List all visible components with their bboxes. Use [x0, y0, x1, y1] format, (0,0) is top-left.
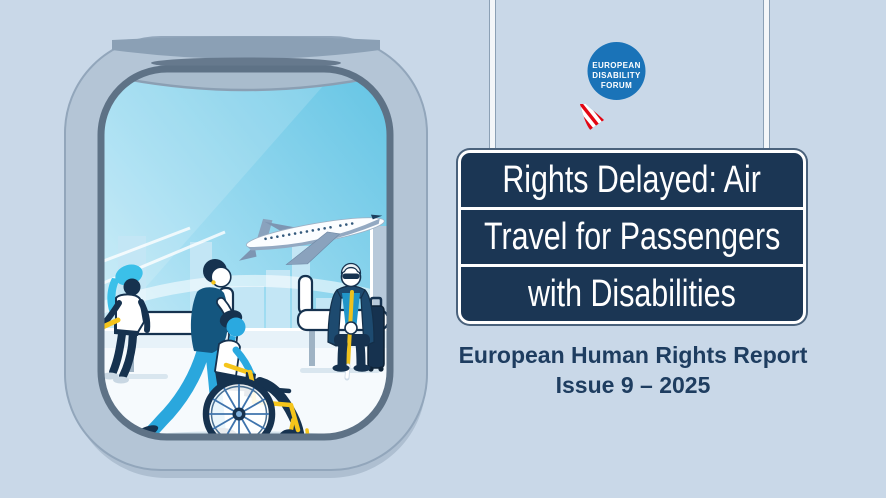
window-shade — [101, 69, 390, 92]
window-shade-top — [112, 36, 380, 69]
sunglasses — [342, 273, 360, 279]
folded-cane — [101, 317, 121, 335]
window-inner-ring — [97, 65, 394, 441]
wall-band — [101, 331, 390, 348]
airplane-icon — [238, 214, 385, 265]
title-line-3: with Disabilities — [461, 264, 803, 321]
sign-pole-left — [489, 0, 496, 153]
title-text-1: Rights Delayed: Air — [502, 159, 762, 201]
subtitle-line-2: Issue 9 – 2025 — [555, 372, 711, 398]
attendant-face — [210, 266, 232, 288]
wall-rail — [101, 328, 390, 331]
passenger-face — [226, 317, 246, 337]
sign-pole-right — [763, 0, 770, 153]
airplane-window-illustration — [64, 36, 428, 478]
report-subtitle: European Human Rights Report Issue 9 – 2… — [441, 340, 825, 400]
title-text-3: with Disabilities — [528, 273, 736, 315]
title-sign: Rights Delayed: Air Travel for Passenger… — [458, 150, 806, 324]
title-line-2: Travel for Passengers — [461, 207, 803, 264]
hearing-aid — [211, 280, 216, 285]
title-line-1: Rights Delayed: Air — [461, 153, 803, 207]
logo-line-3: FORUM — [601, 81, 632, 90]
subtitle-line-1: European Human Rights Report — [458, 342, 808, 368]
glass-reflection — [101, 69, 338, 338]
logo-line-1: EUROPEAN — [592, 61, 641, 70]
column-highlight — [370, 226, 373, 348]
title-text-2: Travel for Passengers — [483, 216, 781, 258]
seated-woman — [101, 264, 151, 384]
edf-logo: EUROPEAN DISABILITY FORUM — [580, 42, 646, 130]
logo-line-2: DISABILITY — [592, 71, 641, 80]
woman-face — [123, 278, 141, 296]
wheelchair — [202, 362, 311, 437]
blind-passenger — [327, 262, 375, 381]
